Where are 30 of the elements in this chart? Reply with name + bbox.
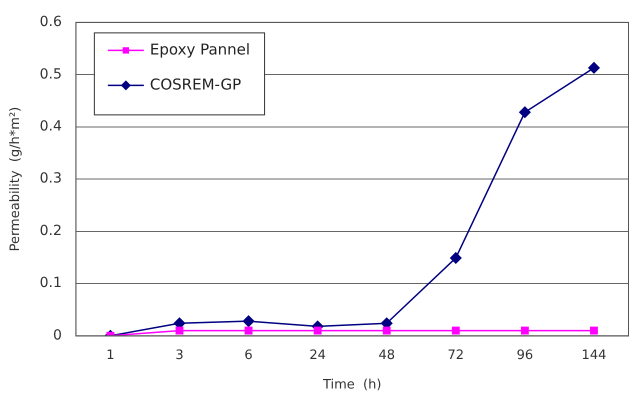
x-tick-label: 48 (378, 348, 395, 363)
x-tick-label: 6 (244, 348, 253, 363)
point (176, 326, 184, 335)
y-tick-label: 0.6 (40, 14, 62, 30)
point (314, 326, 322, 335)
x-tick-label: 1 (106, 348, 115, 363)
x-tick-label: 144 (582, 348, 606, 363)
point (519, 106, 531, 118)
y-tick-label: 0.2 (40, 222, 62, 239)
point (242, 315, 254, 327)
x-tick-label: 72 (448, 348, 464, 363)
point (452, 326, 460, 335)
x-tick-label: 3 (175, 348, 184, 363)
point (244, 326, 252, 335)
y-tick-label: 0.3 (40, 170, 62, 187)
point (588, 62, 600, 74)
x-tick-label: 96 (516, 348, 534, 363)
x-tick-label: 24 (309, 348, 326, 363)
point (590, 326, 598, 335)
y-tick-label: 0 (52, 327, 62, 344)
legend-label: Epoxy Pannel (150, 40, 250, 58)
legend-label: COSREM-GP (150, 75, 242, 94)
point (382, 326, 391, 335)
point (520, 326, 529, 335)
y-tick-label: 0.4 (40, 118, 62, 135)
point (450, 252, 462, 264)
y-tick-label: 0.1 (40, 275, 62, 292)
x-axis-title: Time (h) (322, 378, 382, 393)
y-axis-title: Permeability (g/h*m²) (8, 106, 24, 252)
y-tick-label: 0.5 (40, 66, 62, 82)
